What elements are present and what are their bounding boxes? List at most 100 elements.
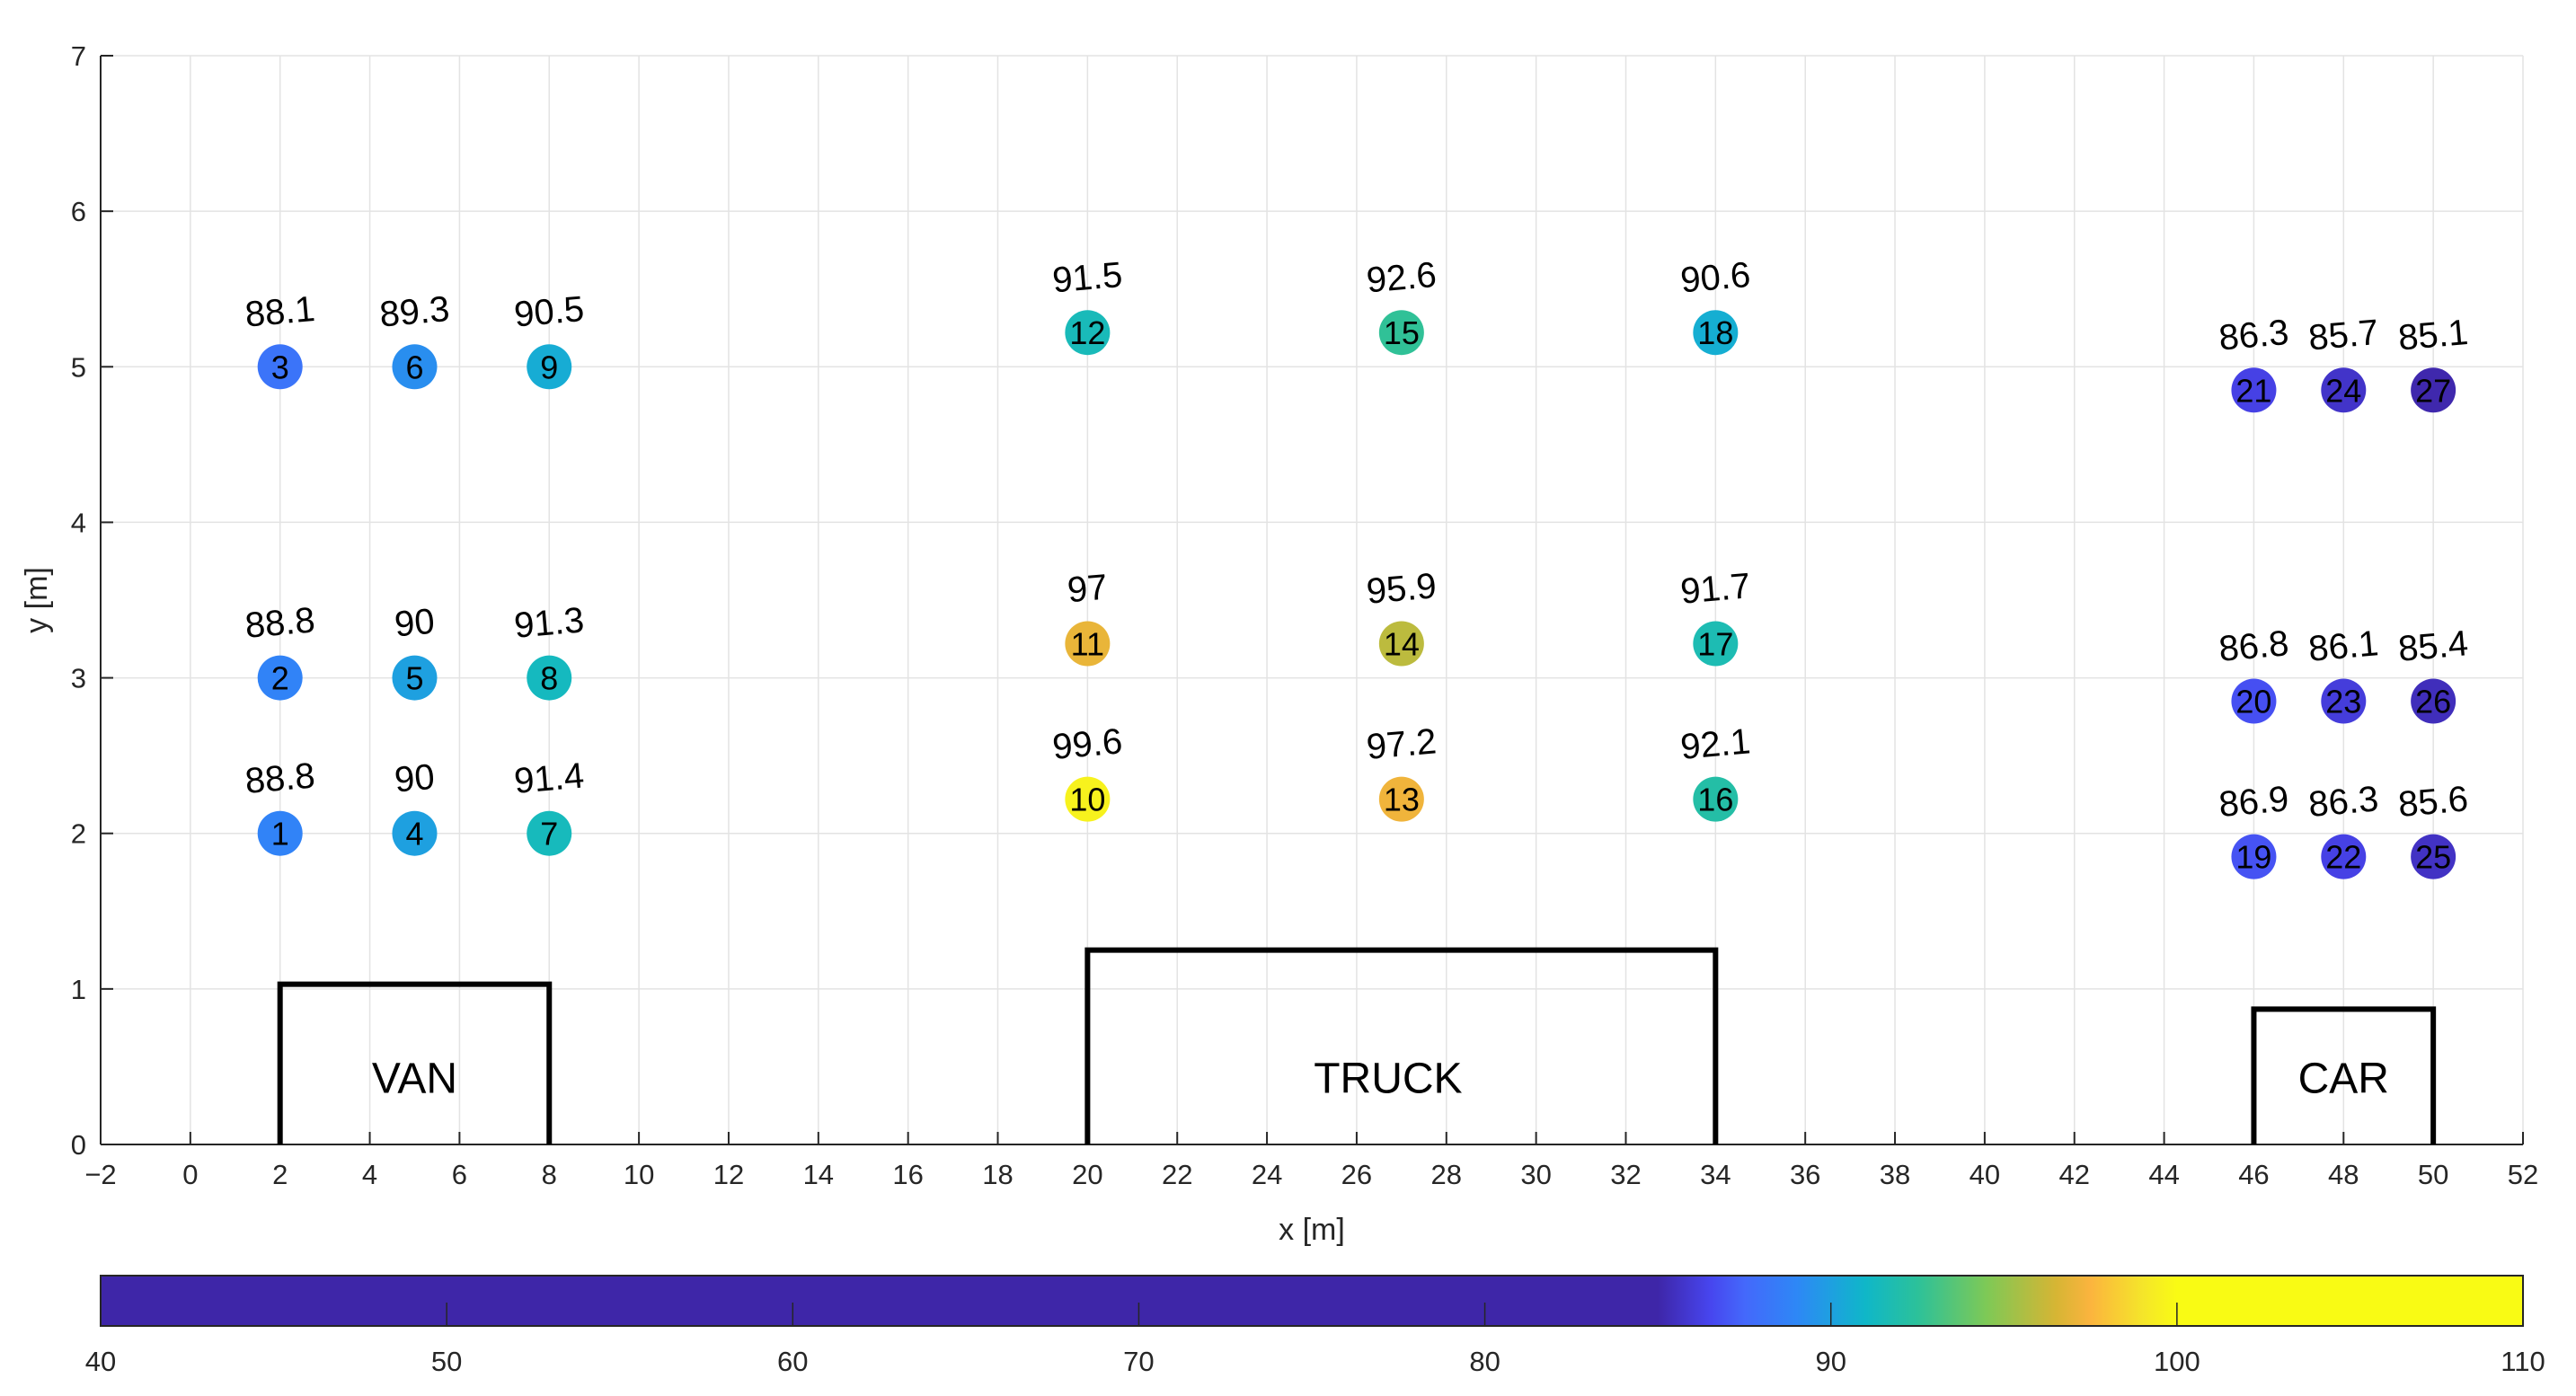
y-tick-label: 3	[71, 663, 86, 694]
x-tick-label: 24	[1252, 1159, 1282, 1190]
y-tick-label: 5	[71, 351, 86, 383]
data-point	[1693, 621, 1739, 667]
point-value-label: 88.1	[243, 289, 316, 335]
data-point	[2321, 367, 2367, 413]
data-point	[2231, 834, 2277, 879]
point-id-label: 21	[2235, 372, 2271, 409]
colorbar-tick-label: 40	[85, 1346, 116, 1377]
vehicle-outline	[2251, 1006, 2437, 1144]
x-tick-label: 44	[2148, 1159, 2179, 1190]
data-point	[1693, 776, 1739, 822]
axes: −2 0 2 4 6 8 10 12 14 16 18 20 22 24 26 28 30 32 34 36 38 40 4…	[71, 40, 2538, 1190]
x-tick-label: 6	[452, 1159, 467, 1190]
data-point	[1693, 310, 1739, 356]
point-id-label: 7	[540, 816, 558, 853]
colorbar-tick-label: 60	[777, 1346, 808, 1377]
point-value-label: 85.6	[2396, 779, 2469, 825]
point-value-label: 89.3	[378, 289, 451, 335]
x-tick-label: 14	[803, 1159, 834, 1190]
grid	[100, 55, 2524, 1145]
data-point	[527, 810, 572, 856]
points: 1 88.8 2 88.8 3 88.1 4 90 5 90 6 89.3 7 91.4 8 91.3 9 90.…	[243, 255, 2470, 879]
colorbar-tick-label: 70	[1123, 1346, 1154, 1377]
colorbar-tick-label: 80	[1469, 1346, 1500, 1377]
x-tick-label: 12	[713, 1159, 744, 1190]
x-tick-label: 40	[1970, 1159, 2000, 1190]
point-id-label: 1	[271, 816, 289, 853]
x-tick-label: 42	[2058, 1159, 2089, 1190]
data-point	[2411, 367, 2456, 413]
y-tick-label: 1	[71, 974, 86, 1005]
colorbar-tick-label: 50	[431, 1346, 462, 1377]
point-value-label: 91.7	[1679, 566, 1752, 612]
x-tick-label: 34	[1700, 1159, 1731, 1190]
data-point	[2411, 834, 2456, 879]
data-point	[1065, 310, 1111, 356]
data-point	[527, 344, 572, 390]
point-id-label: 11	[1071, 625, 1104, 662]
point-value-label: 92.1	[1679, 721, 1752, 767]
x-tick-label: 8	[542, 1159, 557, 1190]
point-id-label: 8	[540, 660, 558, 697]
point-value-label: 91.3	[512, 600, 585, 646]
y-tick-label: 7	[71, 40, 86, 72]
point-id-label: 25	[2415, 839, 2451, 876]
data-point	[392, 344, 438, 390]
point-value-label: 91.5	[1051, 255, 1124, 301]
vehicle-outline	[277, 981, 553, 1144]
x-tick-label: 20	[1072, 1159, 1102, 1190]
point-value-label: 95.9	[1365, 566, 1438, 612]
point-id-label: 5	[405, 660, 423, 697]
data-point	[2321, 834, 2367, 879]
x-tick-label: 26	[1341, 1159, 1372, 1190]
x-tick-label: 30	[1520, 1159, 1551, 1190]
point-value-label: 85.1	[2396, 313, 2469, 358]
point-value-label: 88.8	[243, 755, 316, 801]
data-point	[1378, 621, 1424, 667]
x-tick-label: 50	[2418, 1159, 2448, 1190]
x-tick-label: 36	[1790, 1159, 1820, 1190]
point-value-label: 90.6	[1679, 255, 1752, 301]
x-tick-label: 4	[362, 1159, 377, 1190]
point-id-label: 9	[540, 349, 558, 385]
y-axis-label: y [m]	[20, 567, 54, 633]
y-tick-label: 6	[71, 196, 86, 227]
point-value-label: 97.2	[1365, 721, 1438, 767]
data-point	[392, 655, 438, 701]
y-tick-label: 4	[71, 507, 86, 538]
x-tick-label: 16	[892, 1159, 923, 1190]
point-value-label: 86.1	[2307, 623, 2380, 669]
point-id-label: 14	[1384, 625, 1420, 662]
x-tick-label: 18	[982, 1159, 1013, 1190]
x-axis-label: x [m]	[1279, 1213, 1345, 1247]
point-id-label: 20	[2235, 684, 2271, 720]
colorbar-gradient	[100, 1275, 2524, 1327]
x-tick-label: 2	[272, 1159, 288, 1190]
point-id-label: 6	[405, 349, 423, 385]
point-id-label: 23	[2325, 684, 2361, 720]
point-id-label: 2	[271, 660, 289, 697]
vehicle-outline	[1084, 947, 1719, 1144]
colorbar-tick-label: 90	[1815, 1346, 1846, 1377]
colorbar-tick-label: 100	[2154, 1346, 2200, 1377]
vehicles: VAN TRUCK CAR	[277, 947, 2437, 1144]
x-tick-label: 0	[182, 1159, 198, 1190]
x-tick-label: −2	[84, 1159, 116, 1190]
point-id-label: 16	[1697, 782, 1733, 818]
x-tick-label: 38	[1880, 1159, 1910, 1190]
point-id-label: 18	[1697, 314, 1733, 351]
point-value-label: 86.9	[2217, 779, 2290, 825]
plot-area	[101, 56, 2523, 1144]
data-point	[2321, 678, 2367, 724]
colorbar-tick-label: 110	[2501, 1346, 2545, 1377]
vehicle-label: VAN	[372, 1056, 457, 1103]
vehicle-label: TRUCK	[1314, 1056, 1462, 1103]
point-value-label: 86.8	[2217, 623, 2290, 669]
point-id-label: 24	[2325, 372, 2361, 409]
point-id-label: 22	[2325, 839, 2361, 876]
point-id-label: 19	[2235, 839, 2271, 876]
point-id-label: 10	[1069, 782, 1105, 818]
x-tick-label: 32	[1610, 1159, 1641, 1190]
point-id-label: 3	[271, 349, 289, 385]
